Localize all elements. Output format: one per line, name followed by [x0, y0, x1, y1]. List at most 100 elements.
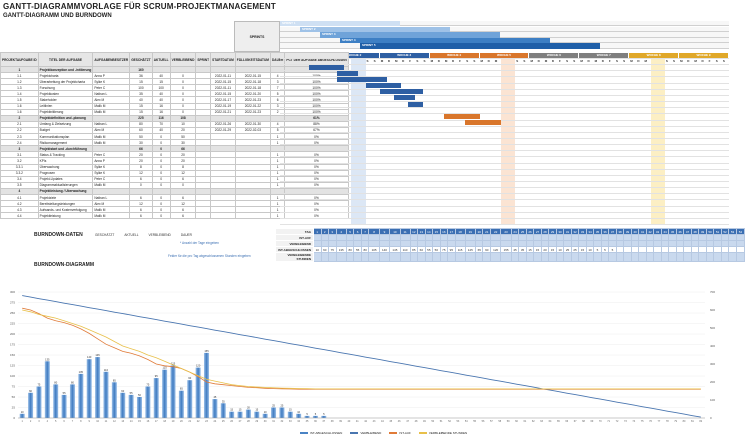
burndown-cell — [615, 252, 625, 262]
bar-value-label: 15 — [230, 408, 233, 412]
sprint-bar[interactable]: SPRINT 5 — [360, 43, 600, 49]
bar-value-label: 35 — [222, 399, 225, 403]
chart-bar — [187, 380, 193, 418]
task-cell-e: 6 — [129, 212, 153, 220]
x-tick-label: 13 — [121, 420, 124, 423]
burndown-data-title: BURNDOWN-DATEN — [34, 232, 83, 238]
burndown-cell — [690, 252, 700, 262]
task-cell-title: Projektleistung — [37, 212, 94, 220]
burndown-cell — [313, 252, 322, 262]
x-tick-label: 8 — [80, 420, 82, 423]
y2-tick-label: 100 — [710, 398, 715, 402]
bar-value-label: 115 — [163, 366, 168, 370]
bar-value-label: 25 — [280, 404, 283, 408]
burndown-cell — [389, 252, 401, 262]
burndown-cell — [320, 252, 329, 262]
legend-item: VERBLEIBENDE STUNDEN — [418, 431, 467, 435]
gantt-bar[interactable] — [337, 76, 387, 82]
gantt-bar[interactable] — [443, 113, 480, 119]
day-letter: S — [722, 59, 725, 63]
day-letter: D — [437, 59, 440, 63]
burndown-cell — [353, 252, 362, 262]
bar-value-label: 95 — [155, 374, 158, 378]
burndown-cell — [720, 252, 730, 262]
day-letter: M — [544, 59, 548, 63]
sprints-label: SPRINTS — [234, 21, 280, 52]
x-tick-label: 35 — [306, 420, 309, 423]
sprint-bar[interactable]: SPRINT 4 — [340, 37, 550, 44]
gantt-bar[interactable] — [337, 70, 359, 76]
burndown-cell — [638, 252, 647, 262]
sprint-bar[interactable]: SPRINT 3 — [320, 32, 500, 38]
x-tick-label: 49 — [423, 420, 426, 423]
task-row[interactable]: 2 Projektdefinition und -planung 225 116 108… — [0, 114, 349, 122]
bar-value-label: 75 — [37, 383, 40, 387]
day-letter: M — [644, 59, 647, 63]
y-tick-label: 100 — [10, 374, 15, 378]
chart-bar — [95, 357, 101, 418]
x-tick-label: 15 — [138, 420, 141, 423]
gantt-bar[interactable] — [365, 83, 402, 89]
gantt-bar[interactable] — [308, 64, 345, 70]
chart-bar — [229, 411, 235, 418]
task-row[interactable]: 1.6 Leitlinien Malik M 15 16 0 2022-01-19 2022-… — [0, 102, 349, 110]
burndown-cell — [555, 252, 565, 262]
day-letter: S — [423, 59, 426, 63]
gantt-bar[interactable] — [465, 120, 501, 125]
burndown-cell — [705, 252, 715, 262]
task-row[interactable]: 3.2 KPIs Anna P 20 0 20 1 0% — [0, 157, 349, 165]
sprint-bar[interactable]: SPRINT 1 — [280, 21, 400, 27]
legend-label: IST-ABGESCHLOSSEN — [310, 431, 343, 435]
y-tick-label: 25 — [12, 406, 16, 410]
x-tick-label: 46 — [398, 420, 401, 423]
task-row[interactable]: 1 Projektkonzeption und -initiierung 160 — [0, 65, 349, 74]
bar-value-label: 15 — [289, 408, 292, 412]
x-tick-label: 71 — [607, 420, 610, 423]
bar-value-label: 45 — [213, 395, 216, 399]
day-letter: M — [395, 59, 398, 63]
chart-bar — [128, 394, 134, 418]
col-pct: PCT DER AUFGABE ABGESCHLOSSEN — [284, 52, 349, 67]
task-row[interactable]: 1.1 Projektcharta Anna P 36 40 0 2022-01-11 202… — [0, 72, 349, 80]
x-tick-label: 21 — [188, 420, 191, 423]
gantt-bar[interactable] — [379, 89, 423, 95]
day-letter: S — [416, 59, 419, 63]
x-tick-label: 79 — [674, 420, 677, 423]
burndown-cell — [360, 252, 370, 262]
day-letter: M — [530, 59, 533, 63]
burndown-cell — [713, 252, 722, 262]
x-tick-label: 19 — [172, 420, 175, 423]
burndown-cell — [500, 252, 512, 262]
chart-bar — [86, 359, 92, 418]
task-row[interactable]: 3 Projektstart und -durchführung 66 0 66 — [0, 145, 349, 153]
col-est: GESCHÄTZT — [129, 52, 153, 67]
day-letter: M — [430, 59, 434, 63]
task-cell-end — [234, 212, 271, 220]
gantt-bar[interactable] — [394, 95, 416, 101]
x-tick-label: 29 — [255, 420, 258, 423]
chart-legend: IST-ABGESCHLOSSEN VERBLEIBEND IST-AUF VERBL… — [300, 431, 467, 435]
x-tick-label: 6 — [63, 420, 65, 423]
chart-bar — [170, 365, 176, 418]
burndown-cell — [623, 252, 632, 262]
sprint-bar[interactable]: SPRINT 2 — [300, 26, 450, 32]
chart-bar — [69, 384, 75, 418]
day-letter: D — [701, 59, 704, 63]
series-line — [22, 309, 701, 390]
x-tick-label: 31 — [272, 420, 275, 423]
chart-bar — [120, 392, 126, 418]
burndown-cell — [735, 252, 746, 262]
x-tick-label: 10 — [96, 420, 99, 423]
day-letter: S — [373, 59, 376, 63]
week-header: WOCHE 5 — [479, 53, 529, 59]
y2-tick-label: 300 — [710, 362, 715, 366]
gantt-bar[interactable] — [408, 101, 423, 107]
x-tick-label: 9 — [89, 420, 91, 423]
burndown-cell — [518, 252, 527, 262]
task-row[interactable]: 4.4 Projektleistung Malik M 6 0 6 1 0% — [0, 212, 349, 220]
burndown-cell — [728, 252, 737, 262]
bar-value-label: 85 — [113, 378, 116, 382]
week-header: WOCHE 3 — [379, 53, 429, 59]
task-cell-a: 0 — [151, 212, 171, 220]
bar-value-label: 105 — [79, 370, 84, 374]
